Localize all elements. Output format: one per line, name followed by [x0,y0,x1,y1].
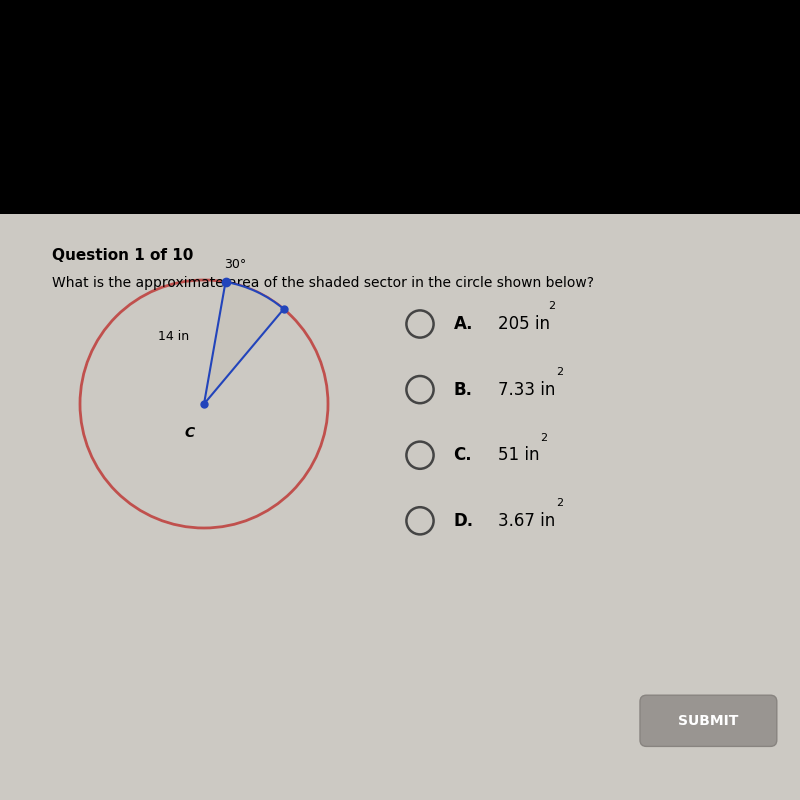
Text: SUBMIT: SUBMIT [678,714,738,728]
Text: Question 1 of 10: Question 1 of 10 [52,248,194,263]
Text: D.: D. [454,512,474,530]
Text: 7.33 in: 7.33 in [498,381,555,398]
Text: 2: 2 [548,302,555,311]
Text: A.: A. [454,315,473,333]
Text: 30°: 30° [224,258,246,270]
Wedge shape [204,282,284,404]
Text: C: C [185,426,194,440]
Text: 205 in: 205 in [498,315,550,333]
Text: 3.67 in: 3.67 in [498,512,555,530]
Text: 14 in: 14 in [158,330,190,343]
Text: C.: C. [454,446,472,464]
Text: 2: 2 [556,498,563,508]
FancyBboxPatch shape [640,695,777,746]
Text: B.: B. [454,381,473,398]
Text: 2: 2 [540,433,547,442]
Text: 51 in: 51 in [498,446,539,464]
Text: What is the approximate area of the shaded sector in the circle shown below?: What is the approximate area of the shad… [52,276,594,290]
FancyBboxPatch shape [0,0,800,214]
Text: 2: 2 [556,367,563,377]
